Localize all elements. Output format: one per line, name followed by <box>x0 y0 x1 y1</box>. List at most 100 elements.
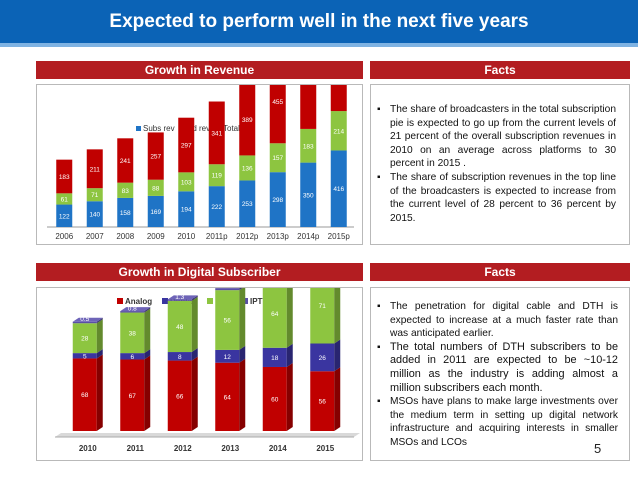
data-label-analog: 60 <box>271 396 279 403</box>
data-label-total: 297 <box>181 143 192 150</box>
facts-top-header: Facts <box>370 61 630 79</box>
data-label-ad: 136 <box>242 165 253 172</box>
bar-total <box>178 117 195 173</box>
revenue-chart-panel: Subs rev Ad rev Total 122 61 183 2006 140 71 211 2… <box>36 84 363 245</box>
bar-dth-side <box>96 319 103 354</box>
bar-digital <box>215 349 240 363</box>
data-label-subs: 158 <box>120 210 131 217</box>
data-label-total: 341 <box>211 130 222 137</box>
title-underline <box>0 43 638 47</box>
facts-top-list: The share of broadcasters in the total s… <box>376 103 616 225</box>
bar-digital <box>310 343 335 372</box>
bar-analog-side <box>144 355 151 431</box>
bar-dth <box>72 323 97 354</box>
bar-total <box>239 85 256 156</box>
chart-floor <box>55 433 360 437</box>
x-tick-label: 2007 <box>86 232 104 241</box>
data-label-ad: 183 <box>303 143 314 150</box>
data-label-total: 241 <box>120 158 131 165</box>
x-tick-label: 2010 <box>79 444 97 453</box>
x-tick-label: 2015p <box>328 232 351 241</box>
bar-dth <box>120 312 145 354</box>
bar-ad-rev <box>239 155 256 181</box>
data-label-subs: 350 <box>303 192 314 199</box>
bar-iptv-side <box>239 288 243 291</box>
data-label-total: 455 <box>272 99 283 106</box>
data-label-subs: 122 <box>59 213 70 220</box>
data-label-digital: 8 <box>178 354 182 361</box>
bar-iptv-side <box>96 317 103 324</box>
slide-title: Expected to perform well in the next fiv… <box>0 0 638 43</box>
data-label-subs: 416 <box>333 186 344 193</box>
bar-dth-side <box>144 308 151 354</box>
bar-dth-side <box>286 288 293 348</box>
facts-top-bullet: The share of subscription revenues in th… <box>376 171 616 225</box>
bar-ad-rev <box>300 128 317 163</box>
data-label-subs: 140 <box>89 212 100 219</box>
data-label-analog: 66 <box>176 393 184 400</box>
data-label-total: 183 <box>59 174 70 181</box>
legend-total-label: Total <box>223 124 240 133</box>
data-label-subs: 169 <box>150 209 161 216</box>
x-tick-label: 2011 <box>127 444 145 453</box>
data-label-analog: 64 <box>224 394 232 401</box>
bar-subs-rev <box>239 180 256 227</box>
page-number: 5 <box>594 441 602 456</box>
data-label-subs: 298 <box>272 197 283 204</box>
bar-subs-rev <box>330 150 347 227</box>
bar-total <box>56 159 73 194</box>
subscriber-chart-panel: AnalogDigitalDTHIPTV685280.52010676380.8… <box>36 287 363 461</box>
facts-bottom-bullet: The total numbers of DTH subscribers to … <box>376 341 618 395</box>
bar-dth <box>310 288 335 344</box>
x-tick-label: 2008 <box>116 232 134 241</box>
facts-bottom-bullet: MSOs have plans to make large investment… <box>376 395 618 449</box>
legend-ad-label: Ad rev <box>187 124 210 133</box>
bar-iptv <box>215 288 240 291</box>
data-label-digital: 12 <box>224 354 232 361</box>
data-label-iptv: 0.8 <box>128 306 137 313</box>
bar-subs-rev <box>117 197 134 227</box>
bar-ad-rev <box>86 188 103 202</box>
bar-analog <box>72 358 97 431</box>
data-label-ad: 119 <box>212 173 223 180</box>
data-label-analog: 67 <box>129 393 137 400</box>
bar-iptv-side <box>191 295 198 301</box>
bar-total <box>147 132 164 180</box>
bar-digital <box>72 353 97 359</box>
x-tick-label: 2013p <box>267 232 290 241</box>
bar-top-face <box>72 317 103 322</box>
data-label-total: 211 <box>90 166 101 173</box>
data-label-dth: 56 <box>224 318 232 325</box>
bar-analog <box>120 359 145 431</box>
x-tick-label: 2014 <box>269 444 287 453</box>
x-tick-label: 2015 <box>316 444 334 453</box>
bar-ad-rev <box>269 143 286 173</box>
bar-analog-side <box>286 362 293 431</box>
data-label-dth: 64 <box>271 311 279 318</box>
bar-dth <box>262 288 287 348</box>
bar-digital-side <box>286 343 293 367</box>
data-label-digital: 26 <box>319 355 327 362</box>
bar-top-face <box>120 307 151 312</box>
data-label-dth: 28 <box>81 336 89 343</box>
data-label-dth: 38 <box>129 330 137 337</box>
bar-total <box>330 85 347 112</box>
x-tick-label: 2013 <box>221 444 239 453</box>
data-label-subs: 253 <box>242 201 253 208</box>
bar-analog <box>215 362 240 431</box>
data-label-total: 257 <box>150 154 161 161</box>
bar-dth-side <box>334 288 341 344</box>
bar-digital <box>262 347 287 367</box>
x-tick-label: 2009 <box>147 232 165 241</box>
legend-analog-swatch <box>117 298 123 304</box>
bar-iptv-side <box>144 307 151 313</box>
data-label-total: 389 <box>242 117 253 124</box>
data-label-ad: 214 <box>333 128 344 135</box>
legend-dth-swatch <box>207 298 213 304</box>
bar-digital-side <box>239 345 246 363</box>
legend-iptv-label: IPTV <box>250 297 268 306</box>
subscriber-chart: AnalogDigitalDTHIPTV685280.52010676380.8… <box>55 288 360 453</box>
facts-bottom-bullet: The penetration for digital cable and DT… <box>376 300 618 341</box>
bar-ad-rev <box>178 172 195 192</box>
data-label-iptv: 1.3 <box>175 294 184 301</box>
